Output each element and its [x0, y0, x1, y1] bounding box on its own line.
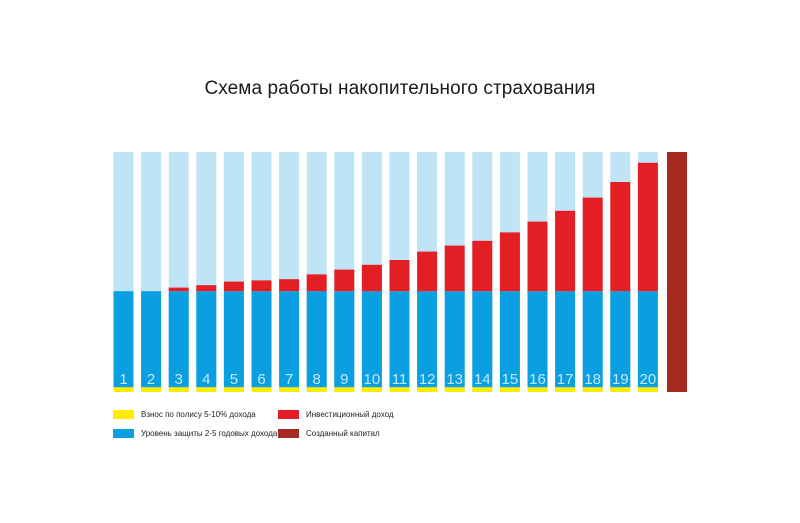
bar-investment-4: [196, 285, 217, 292]
bar-protection-18: [582, 291, 603, 388]
bar-protection-10: [361, 291, 382, 388]
bar-protection-16: [527, 291, 548, 388]
bar-contribution-16: [527, 387, 548, 392]
year-label-7: 7: [285, 371, 293, 388]
bar-contribution-10: [361, 387, 382, 392]
bar-investment-10: [361, 264, 382, 292]
year-label-19: 19: [612, 371, 629, 388]
bar-capital: [667, 152, 687, 392]
bar-contribution-5: [223, 387, 244, 392]
bar-contribution-13: [444, 387, 465, 392]
bar-contribution-1: [113, 387, 134, 392]
legend-swatch-protection: [113, 429, 134, 438]
bar-contribution-4: [196, 387, 217, 392]
year-label-11: 11: [392, 371, 408, 388]
year-label-16: 16: [529, 371, 546, 388]
bar-investment-14: [472, 240, 493, 292]
bar-protection-14: [472, 291, 493, 388]
year-label-10: 10: [364, 371, 381, 388]
bar-contribution-6: [251, 387, 272, 392]
legend-item-contribution: Взнос по полису 5-10% дохода: [113, 410, 256, 419]
bar-protection-17: [555, 291, 576, 388]
bar-protection-8: [306, 291, 327, 388]
year-label-15: 15: [502, 371, 519, 388]
year-label-9: 9: [340, 371, 348, 388]
bar-contribution-14: [472, 387, 493, 392]
year-label-6: 6: [257, 371, 265, 388]
bar-investment-17: [555, 210, 576, 292]
bar-investment-12: [417, 251, 438, 292]
bar-investment-19: [610, 182, 631, 292]
bar-contribution-8: [306, 387, 327, 392]
year-label-8: 8: [313, 371, 321, 388]
bar-protection-11: [389, 291, 410, 388]
bar-investment-6: [251, 280, 272, 292]
bar-protection-4: [196, 291, 217, 388]
bar-investment-18: [582, 197, 603, 292]
bar-contribution-11: [389, 387, 410, 392]
bar-investment-16: [527, 221, 548, 292]
bar-contribution-9: [334, 387, 355, 392]
bar-protection-15: [499, 291, 520, 388]
bar-investment-3: [168, 287, 189, 292]
bar-protection-13: [444, 291, 465, 388]
year-label-3: 3: [175, 371, 183, 388]
legend-item-investment: Инвестиционный доход: [278, 410, 394, 419]
bar-contribution-7: [279, 387, 300, 392]
year-label-2: 2: [147, 371, 155, 388]
bar-contribution-15: [499, 387, 520, 392]
year-label-4: 4: [202, 371, 210, 388]
bar-protection-2: [141, 291, 162, 388]
bar-contribution-18: [582, 387, 603, 392]
legend-swatch-investment: [278, 410, 299, 419]
legend-swatch-contribution: [113, 410, 134, 419]
legend-item-protection: Уровень защиты 2-5 годовых дохода: [113, 429, 277, 438]
bar-protection-9: [334, 291, 355, 388]
bar-investment-15: [499, 232, 520, 292]
year-label-17: 17: [557, 371, 574, 388]
year-label-1: 1: [119, 371, 127, 388]
year-label-12: 12: [419, 371, 436, 388]
chart-title: Схема работы накопительного страхования: [204, 78, 596, 99]
year-label-18: 18: [584, 371, 601, 388]
bar-contribution-17: [555, 387, 576, 392]
bar-protection-20: [637, 291, 658, 388]
legend-label-capital: Созданный капитал: [306, 429, 380, 438]
bar-protection-6: [251, 291, 272, 388]
year-label-20: 20: [640, 371, 657, 388]
bar-investment-8: [306, 274, 327, 292]
legend-swatch-capital: [278, 429, 299, 438]
bar-investment-9: [334, 269, 355, 292]
bar-contribution-2: [141, 387, 162, 392]
year-label-13: 13: [446, 371, 463, 388]
year-label-5: 5: [230, 371, 238, 388]
bar-protection-12: [417, 291, 438, 388]
bar-investment-20: [637, 162, 658, 292]
bar-contribution-12: [417, 387, 438, 392]
bar-protection-5: [223, 291, 244, 388]
legend-item-capital: Созданный капитал: [278, 429, 380, 438]
bar-contribution-20: [637, 387, 658, 392]
bar-investment-5: [223, 281, 244, 292]
bar-investment-11: [389, 260, 410, 292]
bar-investment-7: [279, 279, 300, 292]
legend-label-protection: Уровень защиты 2-5 годовых дохода: [141, 429, 278, 438]
legend-label-contribution: Взнос по полису 5-10% дохода: [141, 410, 256, 419]
bar-protection-7: [279, 291, 300, 388]
year-label-14: 14: [474, 371, 491, 388]
bar-protection-3: [168, 291, 189, 388]
bar-contribution-19: [610, 387, 631, 392]
bar-contribution-3: [168, 387, 189, 392]
bar-protection-1: [113, 291, 134, 388]
bar-protection-19: [610, 291, 631, 388]
legend-label-investment: Инвестиционный доход: [306, 410, 394, 419]
bar-investment-13: [444, 245, 465, 292]
